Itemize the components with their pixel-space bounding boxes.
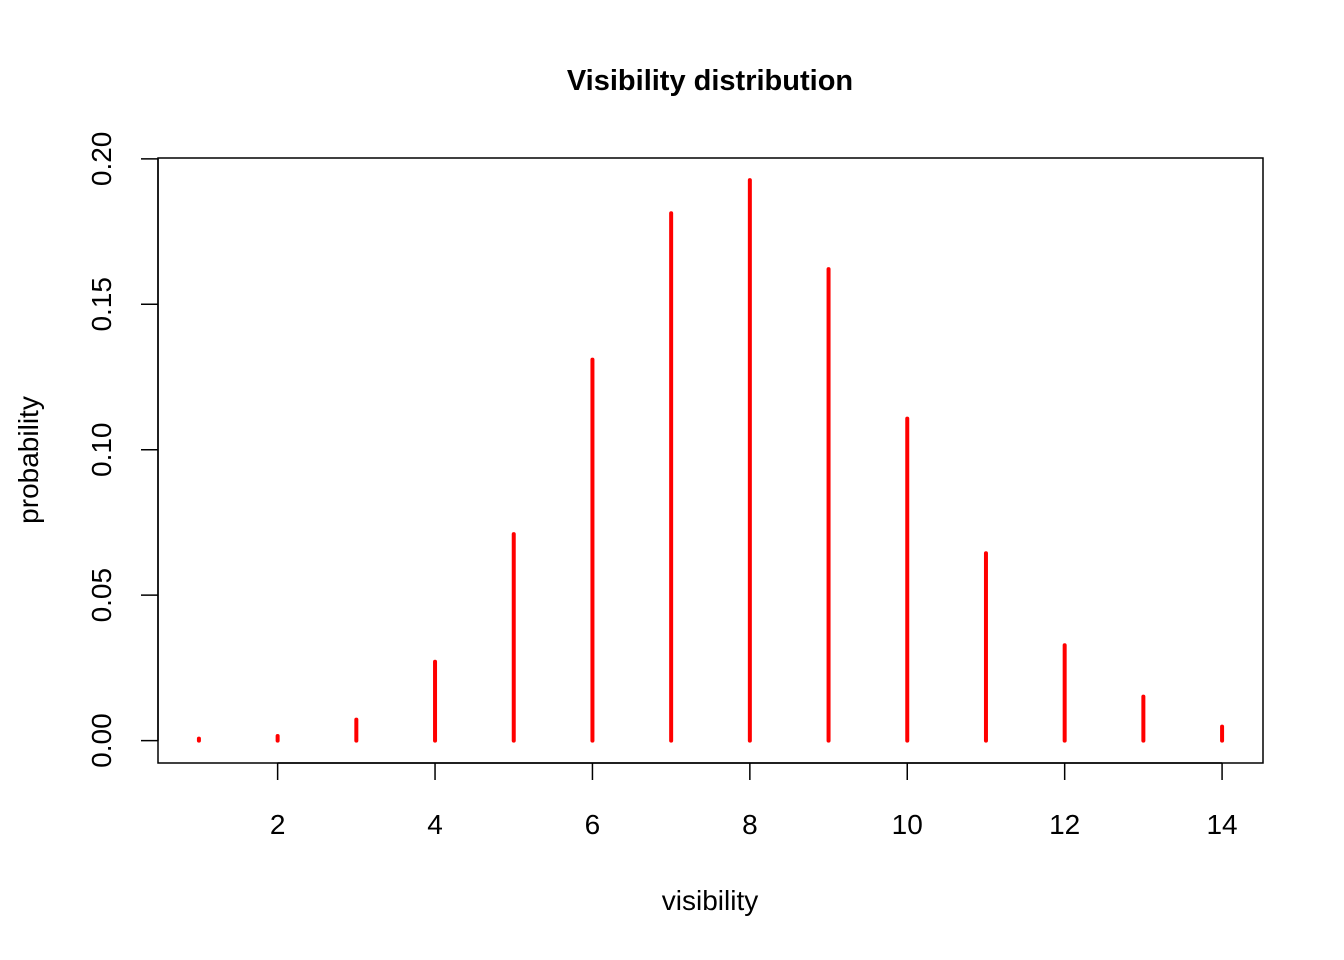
x-tick-label: 6: [585, 809, 601, 840]
y-tick-label: 0.10: [86, 422, 117, 477]
y-axis-label: probability: [13, 396, 44, 524]
y-tick-label: 0.20: [86, 132, 117, 187]
x-axis: 2 4 6 8 10 12 14: [270, 762, 1238, 840]
x-axis-label: visibility: [662, 885, 758, 916]
y-tick-label: 0.15: [86, 277, 117, 332]
y-axis: 0.00 0.05 0.10 0.15 0.20: [86, 132, 159, 768]
y-tick-label: 0.05: [86, 568, 117, 623]
x-tick-label: 10: [892, 809, 923, 840]
y-tick-label: 0.00: [86, 713, 117, 768]
chart-title: Visibility distribution: [567, 65, 853, 97]
x-tick-label: 2: [270, 809, 286, 840]
x-tick-label: 8: [742, 809, 758, 840]
plot-box: [157, 157, 1264, 764]
x-tick-label: 14: [1206, 809, 1237, 840]
x-tick-label: 12: [1049, 809, 1080, 840]
x-tick-label: 4: [427, 809, 443, 840]
probability-bars: [196, 178, 1225, 743]
